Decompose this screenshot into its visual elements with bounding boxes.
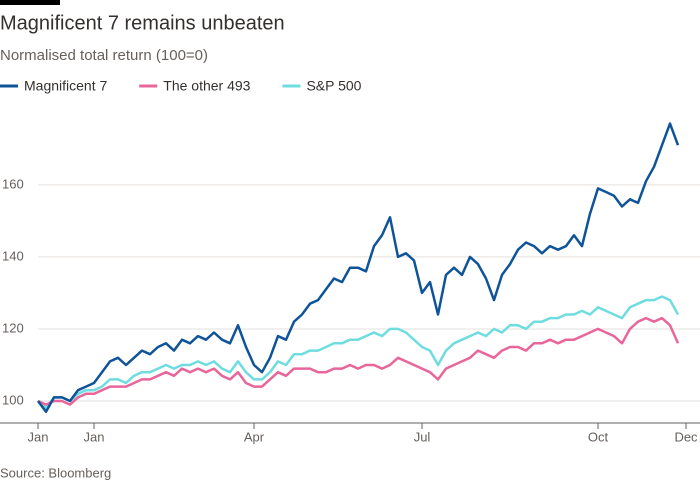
series-line	[37, 316, 680, 406]
y-tick-label: 120	[2, 320, 24, 335]
brand-bar	[0, 0, 60, 5]
legend-label: S&P 500	[306, 78, 361, 94]
x-tick-label: Dec	[674, 429, 698, 444]
y-tick-label: 160	[2, 176, 24, 191]
x-tick-label: Jan	[28, 429, 49, 444]
y-tick-label: 100	[2, 392, 24, 407]
x-tick-label: Oct	[588, 429, 609, 444]
legend-label: The other 493	[163, 78, 250, 94]
legend-label: Magnificent 7	[24, 78, 107, 94]
x-tick-label: Jan	[84, 429, 105, 444]
chart-subtitle: Normalised total return (100=0)	[0, 47, 208, 64]
y-tick-label: 140	[2, 248, 24, 263]
chart-title: Magnificent 7 remains unbeaten	[0, 12, 285, 34]
x-tick-label: Apr	[244, 429, 265, 444]
source: Source: Bloomberg	[0, 465, 111, 480]
x-tick-label: Jul	[414, 429, 431, 444]
series-line	[37, 295, 680, 410]
series-line	[36, 122, 680, 414]
